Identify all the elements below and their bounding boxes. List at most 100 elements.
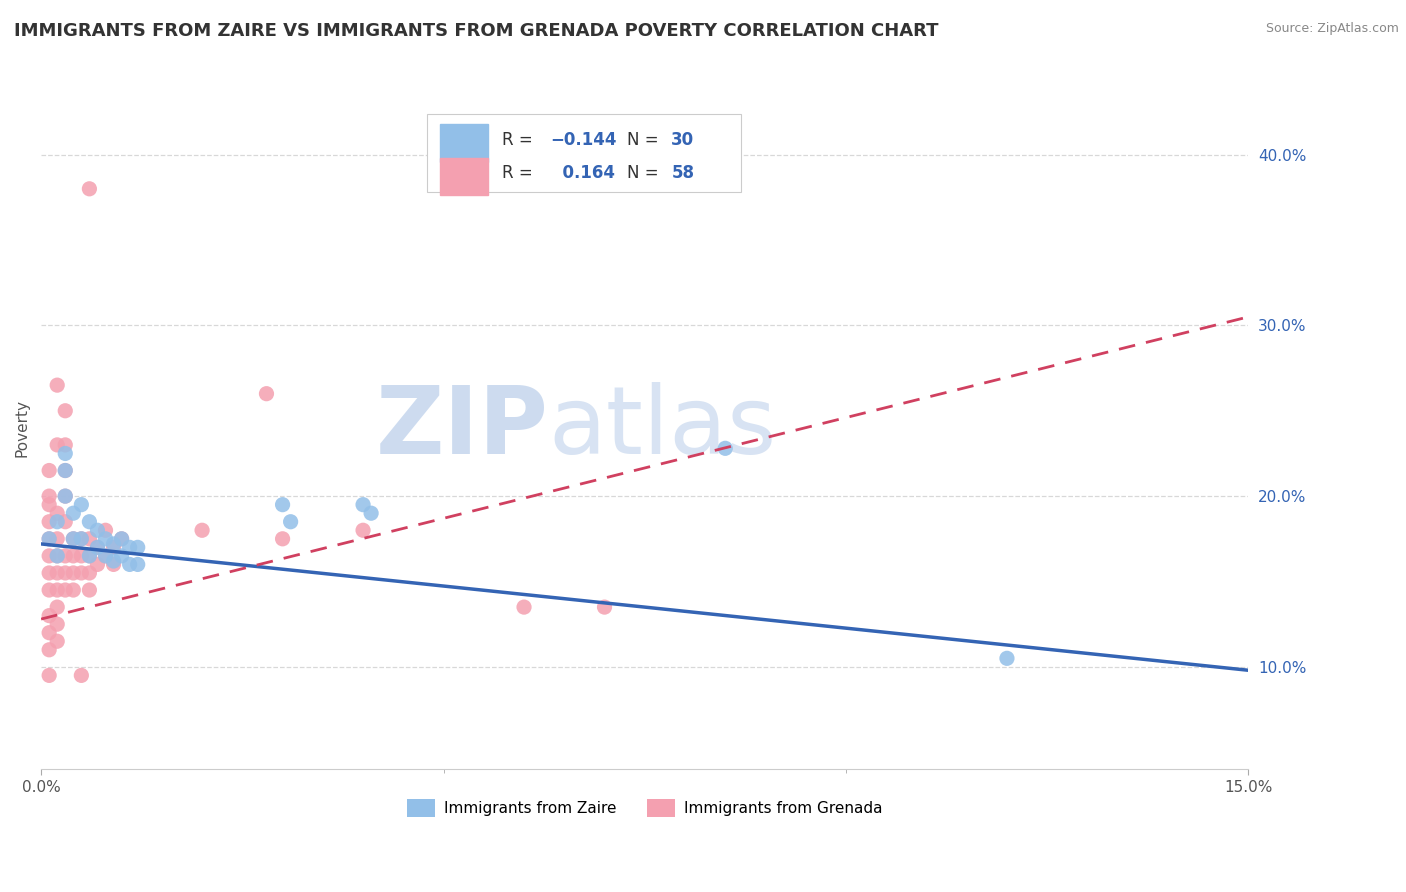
FancyBboxPatch shape xyxy=(427,113,741,192)
Point xyxy=(70,498,93,512)
Point xyxy=(86,558,108,572)
Point xyxy=(70,566,93,580)
Point xyxy=(46,617,69,632)
Point xyxy=(53,489,76,503)
Point xyxy=(53,515,76,529)
Point xyxy=(110,549,132,563)
Point xyxy=(79,549,101,563)
Point xyxy=(53,463,76,477)
Point xyxy=(352,523,374,537)
Point xyxy=(38,566,60,580)
Point xyxy=(46,438,69,452)
Point xyxy=(46,378,69,392)
Point xyxy=(79,515,101,529)
Point xyxy=(53,549,76,563)
Point xyxy=(513,600,536,615)
Point xyxy=(38,532,60,546)
Point xyxy=(53,489,76,503)
Point xyxy=(38,625,60,640)
Point xyxy=(127,558,149,572)
Point xyxy=(352,498,374,512)
Legend: Immigrants from Zaire, Immigrants from Grenada: Immigrants from Zaire, Immigrants from G… xyxy=(401,793,889,823)
Point xyxy=(995,651,1018,665)
Point xyxy=(191,523,214,537)
Point xyxy=(593,600,616,615)
Point xyxy=(94,549,117,563)
Point xyxy=(62,532,84,546)
Point xyxy=(94,532,117,546)
Text: R =: R = xyxy=(502,164,538,182)
Point xyxy=(62,532,84,546)
Y-axis label: Poverty: Poverty xyxy=(15,399,30,457)
Text: −0.144: −0.144 xyxy=(551,131,617,149)
Point xyxy=(110,532,132,546)
Point xyxy=(103,541,125,555)
Text: 58: 58 xyxy=(671,164,695,182)
Text: IMMIGRANTS FROM ZAIRE VS IMMIGRANTS FROM GRENADA POVERTY CORRELATION CHART: IMMIGRANTS FROM ZAIRE VS IMMIGRANTS FROM… xyxy=(14,22,939,40)
Point xyxy=(53,446,76,460)
Point xyxy=(86,541,108,555)
Point xyxy=(79,582,101,597)
Point xyxy=(127,541,149,555)
Point xyxy=(86,523,108,537)
Point xyxy=(360,506,382,520)
Text: 30: 30 xyxy=(671,131,695,149)
Point xyxy=(70,668,93,682)
Text: N =: N = xyxy=(627,131,664,149)
Point xyxy=(38,668,60,682)
Point xyxy=(94,549,117,563)
Text: 0.164: 0.164 xyxy=(551,164,614,182)
Text: R =: R = xyxy=(502,131,538,149)
Point xyxy=(79,549,101,563)
Point xyxy=(118,541,141,555)
Point xyxy=(103,554,125,568)
Bar xyxy=(440,158,488,195)
Point xyxy=(38,489,60,503)
Point xyxy=(46,634,69,648)
Point xyxy=(103,558,125,572)
Point xyxy=(271,498,294,512)
Point xyxy=(110,532,132,546)
Point xyxy=(62,506,84,520)
Text: atlas: atlas xyxy=(548,382,776,474)
Point xyxy=(38,549,60,563)
Point xyxy=(38,532,60,546)
Point xyxy=(70,549,93,563)
Text: Source: ZipAtlas.com: Source: ZipAtlas.com xyxy=(1265,22,1399,36)
Point xyxy=(46,582,69,597)
Point xyxy=(38,608,60,623)
Point xyxy=(46,549,69,563)
Point xyxy=(62,549,84,563)
Point xyxy=(62,566,84,580)
Point xyxy=(256,386,278,401)
Point xyxy=(38,498,60,512)
Point xyxy=(46,566,69,580)
Point xyxy=(53,566,76,580)
Point xyxy=(79,566,101,580)
Point xyxy=(38,642,60,657)
Point xyxy=(46,506,69,520)
Point xyxy=(53,438,76,452)
Point xyxy=(79,182,101,196)
Point xyxy=(94,523,117,537)
Text: N =: N = xyxy=(627,164,664,182)
Point xyxy=(53,403,76,417)
Point xyxy=(46,600,69,615)
Point xyxy=(62,582,84,597)
Point xyxy=(280,515,302,529)
Point xyxy=(46,549,69,563)
Point xyxy=(38,463,60,477)
Point xyxy=(118,558,141,572)
Point xyxy=(38,515,60,529)
Point xyxy=(86,541,108,555)
Point xyxy=(53,582,76,597)
Point xyxy=(46,515,69,529)
Text: ZIP: ZIP xyxy=(375,382,548,474)
Point xyxy=(714,442,737,456)
Point xyxy=(103,537,125,551)
Point xyxy=(70,532,93,546)
Point xyxy=(53,463,76,477)
Bar xyxy=(440,124,488,162)
Point xyxy=(79,532,101,546)
Point xyxy=(38,582,60,597)
